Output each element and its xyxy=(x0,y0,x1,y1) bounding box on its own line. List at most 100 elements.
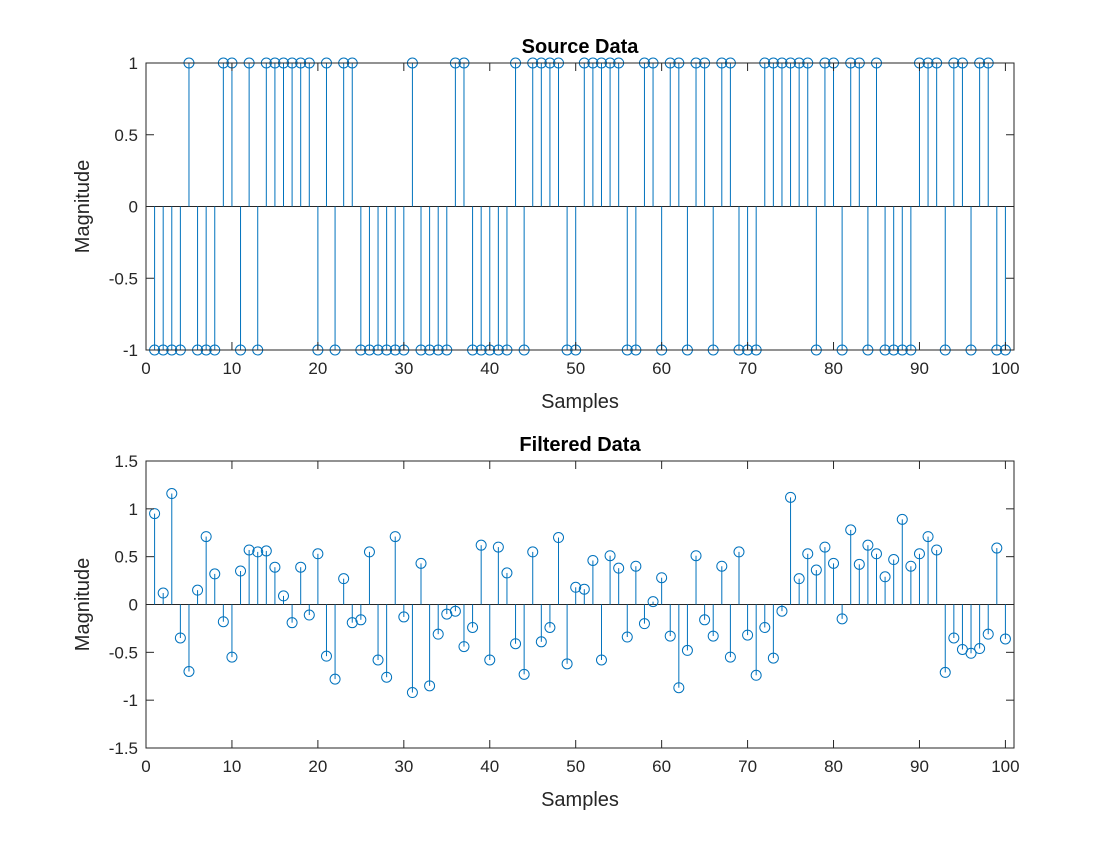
stem-marker xyxy=(991,542,1003,554)
stem-marker xyxy=(604,550,616,562)
stem-marker xyxy=(673,682,685,694)
x-tick-label: 40 xyxy=(480,757,499,776)
stems-layer xyxy=(154,493,1006,693)
x-ticks: 0 10 20 30 40 50 60 70 80 90 100 xyxy=(141,461,1020,776)
stem-marker xyxy=(192,584,204,596)
x-tick-label: 0 xyxy=(141,757,150,776)
stem-marker xyxy=(252,546,264,558)
stem-marker xyxy=(381,671,393,683)
stem-marker xyxy=(922,531,934,543)
y-tick-label: 0.5 xyxy=(114,548,138,567)
stem-marker xyxy=(767,652,779,664)
x-tick-label: 100 xyxy=(991,359,1019,378)
stem-marker xyxy=(802,548,814,560)
stem-marker xyxy=(200,531,212,543)
stem-marker xyxy=(449,605,461,617)
stem-marker xyxy=(785,491,797,503)
stem-marker xyxy=(587,554,599,566)
stem-marker xyxy=(905,560,917,572)
stem-marker xyxy=(776,605,788,617)
stem-marker xyxy=(535,636,547,648)
x-tick-label: 20 xyxy=(308,757,327,776)
stem-marker xyxy=(724,651,736,663)
stem-marker xyxy=(613,562,625,574)
stem-marker xyxy=(260,545,272,557)
stem-marker xyxy=(681,644,693,656)
stems-layer xyxy=(154,63,1006,350)
x-tick-label: 50 xyxy=(566,359,585,378)
y-tick-label: 0 xyxy=(129,596,138,615)
stem-marker xyxy=(810,564,822,576)
stem-marker xyxy=(415,557,427,569)
x-tick-label: 70 xyxy=(738,757,757,776)
stem-marker xyxy=(931,544,943,556)
y-tick-label: -1 xyxy=(123,691,138,710)
x-tick-label: 0 xyxy=(141,359,150,378)
y-axis-label: Magnitude xyxy=(72,160,94,253)
stem-marker xyxy=(510,638,522,650)
y-tick-label: 1 xyxy=(129,54,138,73)
x-tick-label: 40 xyxy=(480,359,499,378)
stem-marker xyxy=(183,665,195,677)
y-tick-label: -0.5 xyxy=(109,269,138,288)
stem-marker xyxy=(733,546,745,558)
stem-marker xyxy=(699,614,711,626)
stem-marker xyxy=(209,568,221,580)
stem-marker xyxy=(149,508,161,520)
stem-marker xyxy=(226,651,238,663)
stem-marker xyxy=(870,548,882,560)
x-tick-label: 70 xyxy=(738,359,757,378)
stem-marker xyxy=(406,687,418,699)
stem-marker xyxy=(630,560,642,572)
stem-marker xyxy=(166,488,178,500)
stem-marker xyxy=(561,658,573,670)
x-axis-label: Samples xyxy=(541,391,619,413)
y-tick-label: 0.5 xyxy=(114,126,138,145)
stem-marker xyxy=(458,641,470,653)
stem-marker xyxy=(845,524,857,536)
plot-title: Source Data xyxy=(522,36,640,58)
stem-marker xyxy=(982,628,994,640)
stem-marker xyxy=(793,573,805,585)
x-tick-label: 30 xyxy=(394,359,413,378)
stem-marker xyxy=(544,621,556,633)
stem-marker xyxy=(999,633,1011,645)
y-axis-label: Magnitude xyxy=(72,558,94,651)
stem-marker xyxy=(948,632,960,644)
stem-marker xyxy=(974,643,986,655)
x-tick-label: 90 xyxy=(910,359,929,378)
x-tick-label: 60 xyxy=(652,359,671,378)
stem-marker xyxy=(269,561,281,573)
stem-marker xyxy=(492,541,504,553)
stem-marker xyxy=(286,617,298,629)
stem-marker xyxy=(235,565,247,577)
stem-marker xyxy=(759,621,771,633)
stem-marker xyxy=(707,630,719,642)
stem-marker xyxy=(372,654,384,666)
x-axis-label: Samples xyxy=(541,789,619,811)
stem-marker xyxy=(467,621,479,633)
stem-marker xyxy=(690,550,702,562)
stem-marker xyxy=(750,669,762,681)
stem-marker xyxy=(295,561,307,573)
x-tick-label: 80 xyxy=(824,757,843,776)
x-tick-label: 50 xyxy=(566,757,585,776)
stem-marker xyxy=(553,532,565,544)
stem-marker xyxy=(939,666,951,678)
stem-marker xyxy=(664,630,676,642)
plot-title: Filtered Data xyxy=(519,434,641,456)
stem-marker xyxy=(638,618,650,630)
stem-marker xyxy=(570,581,582,593)
stem-marker xyxy=(595,654,607,666)
stem-marker xyxy=(320,650,332,662)
stem-marker xyxy=(716,560,728,572)
stem-marker xyxy=(278,590,290,602)
stem-marker xyxy=(656,572,668,584)
y-tick-label: 1 xyxy=(129,500,138,519)
y-tick-label: -0.5 xyxy=(109,643,138,662)
stem-marker xyxy=(862,539,874,551)
x-tick-label: 100 xyxy=(991,757,1019,776)
x-tick-label: 30 xyxy=(394,757,413,776)
y-tick-label: 0 xyxy=(129,198,138,217)
